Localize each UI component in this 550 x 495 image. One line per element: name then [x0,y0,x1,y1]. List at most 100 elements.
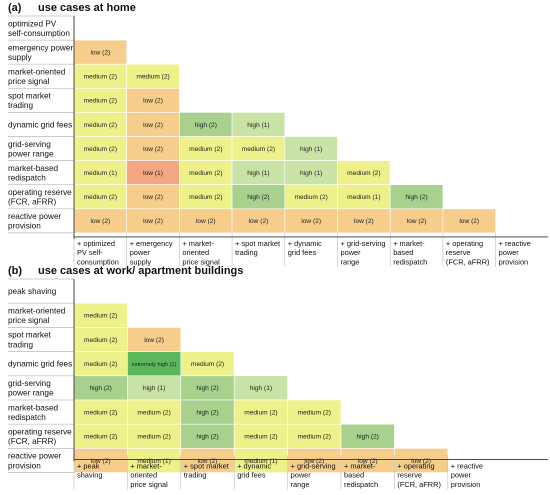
cell-label: medium (2) [347,170,380,177]
cell-label: high (2) [195,122,217,129]
cell-label: high (1) [143,385,165,392]
matrix-cell [284,184,338,210]
column-label: + spot market trading [184,461,229,479]
cell-label: high (2) [247,194,269,201]
cell-label: medium (2) [84,194,117,201]
cell-label: medium (2) [84,434,117,441]
cell-label: medium (1) [84,170,117,177]
matrix-cell [179,208,233,234]
cell-label: low (2) [358,458,378,465]
row-label: operating reserve (FCR, aFRR) [8,428,72,447]
row-label: peak shaving [8,287,57,296]
column-label: + reactive power provision [451,461,483,488]
cell-label: medium (2) [84,98,117,105]
row-label: reactive power provision [8,452,62,471]
matrix-cell [126,208,180,234]
column-label: + spot market trading [235,239,280,257]
matrix-cell [287,399,342,425]
matrix-cell [127,423,182,449]
cell-label: low (2) [411,458,431,465]
matrix-cell [233,375,288,401]
matrix-cell [127,399,182,425]
cell-label: low (2) [407,218,427,225]
matrix-cell [73,351,128,377]
cell-label: medium (2) [189,170,222,177]
row-label: operating reserve (FCR, aFRR) [8,188,72,207]
cell-label: high (1) [247,122,269,129]
cell-label: medium (2) [84,361,117,368]
row-label: market-oriented price signal [8,67,66,86]
cell-label: low (2) [354,218,374,225]
cell-label: low (1) [143,170,163,177]
row-label: optimized PV self-consumption [8,19,70,38]
cell-label: high (1) [300,170,322,177]
matrix-cell [127,327,182,352]
row-label: market-based redispatch [8,164,59,183]
matrix-cell [394,448,449,473]
cell-label: low (2) [198,458,218,465]
matrix-cell [127,375,182,401]
column-label: + market-based redispatch [344,461,378,488]
matrix-cell [389,184,444,210]
cell-label: low (2) [143,146,163,153]
matrix-cell [73,208,128,234]
matrix-cell [231,160,286,186]
matrix-cell [231,136,286,161]
cell-label: low (2) [304,458,324,465]
cell-label: medium (2) [84,122,117,129]
row-label: market-oriented price signal [8,307,66,326]
column-label: + grid-serving power range [341,239,386,266]
cell-label: medium (2) [84,409,117,416]
column-label: + operating reserve (FCR, aFRR) [446,239,490,266]
matrix-cell [337,160,391,186]
matrix-cell [337,208,391,234]
column-label: + grid-serving power range [291,461,336,488]
cell-label: low (2) [143,98,163,105]
matrix-cell [284,160,338,186]
cell-label: high (2) [196,434,218,441]
matrix-cell [287,448,342,473]
cell-label: medium (2) [84,74,117,81]
cell-label: high (1) [247,170,269,177]
matrix-cell [73,448,128,473]
matrix-cell [180,399,235,425]
matrix-cell [284,136,338,161]
panel-a-home: (a) use cases at home optimized PV self-con… [8,2,548,267]
column-label: + dynamic grid fees [288,239,322,257]
cell-label: medium (2) [136,74,169,81]
cell-label: low (2) [90,49,110,56]
matrix-cell [73,39,128,65]
cell-label: medium (2) [294,194,327,201]
panel-title: (b) use cases at work/ apartment building… [8,265,243,277]
row-label: spot market trading [8,92,51,111]
cell-label: medium (2) [189,194,222,201]
cell-label: low (2) [249,218,269,225]
matrix-cell [287,423,342,449]
cell-label: medium (2) [244,409,277,416]
matrix-cell [180,448,235,473]
cell-label: medium (2) [137,409,170,416]
cell-label: high (2) [357,434,379,441]
cell-label: high (1) [300,146,322,153]
cell-label: medium (2) [189,146,222,153]
matrix-cell [126,112,180,137]
matrix-cell [180,423,235,449]
matrix-cell [73,136,128,161]
column-label: + market-oriented price signal [130,461,168,488]
cell-label: low (2) [91,458,111,465]
row-label: market-based redispatch [8,403,59,422]
cell-label: low (2) [196,218,216,225]
matrix-cell [231,112,286,137]
cell-label: high (2) [196,409,218,416]
column-label: + market-oriented price signal [182,239,220,266]
column-label: + reactive power provision [499,239,531,266]
matrix-cell [126,160,180,186]
cell-label: medium (2) [244,434,277,441]
matrix-cell [126,88,180,113]
cell-label: medium (1) [347,194,380,201]
row-label: spot market trading [8,331,51,350]
cell-label: low (2) [143,218,163,225]
cell-label: low (2) [90,218,110,225]
matrix-cell [340,423,395,449]
